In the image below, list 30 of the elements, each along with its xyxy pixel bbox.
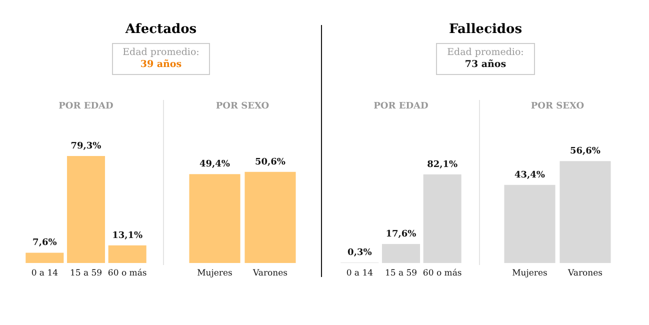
- data-label: 56,6%: [570, 146, 601, 157]
- data-label: 43,4%: [514, 170, 546, 180]
- x-tick-label: Varones: [567, 268, 602, 278]
- x-tick-label: 15 a 59: [70, 268, 102, 278]
- x-tick-label: 60 o más: [422, 268, 462, 278]
- x-tick-label: 0 a 14: [31, 268, 58, 278]
- data-label: 82,1%: [427, 160, 458, 170]
- chart-title: POR EDAD: [58, 102, 114, 112]
- x-tick-label: Mujeres: [197, 268, 232, 278]
- text: 39 años: [139, 59, 183, 71]
- chart-title: POR SEXO: [530, 102, 584, 112]
- x-tick-label: Varones: [252, 268, 288, 278]
- x-tick-label: Mujeres: [512, 268, 548, 278]
- text: Fallecidos: [448, 22, 524, 37]
- x-tick-label: 60 o más: [108, 268, 147, 278]
- text: Edad promedio:: [447, 47, 524, 59]
- chart-title: POR EDAD: [374, 102, 429, 112]
- data-label: 49,4%: [200, 160, 230, 170]
- data-label: 13,1%: [112, 230, 144, 241]
- text: Edad promedio:: [122, 47, 200, 59]
- data-label: 7,6%: [32, 238, 58, 248]
- x-tick-label: 15 a 59: [384, 268, 418, 278]
- data-label: 50,6%: [255, 157, 286, 168]
- chart-title: POR SEXO: [216, 102, 270, 112]
- data-label: 79,3%: [70, 141, 102, 152]
- text: 73 años: [464, 59, 508, 71]
- text: Afectados: [124, 22, 198, 37]
- data-label: 17,6%: [386, 229, 417, 240]
- x-tick-label: 0 a 14: [346, 268, 374, 278]
- data-label: 0,3%: [348, 248, 372, 258]
